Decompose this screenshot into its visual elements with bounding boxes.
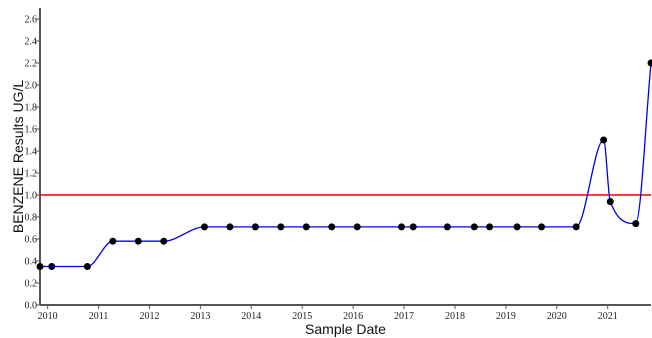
data-point [443,223,451,231]
y-tick-label: 0.6 [25,235,38,246]
data-point [251,223,259,231]
data-point [160,237,168,245]
data-point [486,223,494,231]
y-axis-title: BENZENE Results UG/L [10,80,26,233]
x-tick-label: 2011 [89,311,109,322]
x-tick-label: 2019 [496,311,516,322]
x-tick-label: 2014 [241,311,261,322]
axes [39,8,651,306]
y-tick-label: 1.6 [25,125,38,136]
data-point [572,223,580,231]
x-tick-label: 2018 [445,311,465,322]
x-axis-title: Sample Date [305,321,386,337]
y-tick-label: 2.4 [25,37,38,48]
y-tick-label: 0.0 [25,301,38,312]
x-tick-label: 2013 [190,311,210,322]
y-tick-label: 2.0 [25,81,38,92]
series-line [40,62,652,268]
y-tick-label: 2.6 [25,15,38,26]
x-tick-label: 2021 [598,311,618,322]
data-point [200,223,208,231]
data-point [134,237,142,245]
data-point [398,223,406,231]
x-tick-label: 2016 [343,311,363,322]
data-point [109,237,117,245]
data-point [226,223,234,231]
data-point [409,223,417,231]
y-tick-label: 1.8 [25,103,38,114]
x-tick-label: 2017 [394,311,414,322]
x-tick-label: 2012 [139,311,159,322]
y-tick-label: 0.8 [25,213,38,224]
y-tick-label: 2.2 [25,59,38,70]
data-point [632,220,640,228]
data-point [277,223,285,231]
data-point [302,223,310,231]
tick-group: 0.0 0.2 0.4 0.6 0.8 1.0 1.2 1.4 1.6 1.8 2.0 2.2 2.4 2… [25,15,618,323]
data-point [36,263,44,270]
data-point [353,223,361,231]
data-point [538,223,546,231]
y-tick-label: 0.2 [25,279,38,290]
data-point [647,59,652,67]
x-tick-label: 2015 [292,311,312,322]
y-tick-label: 1.0 [25,191,38,202]
data-point [328,223,336,231]
x-tick-label: 2020 [547,311,567,322]
data-point [470,223,478,231]
x-tick-label: 2010 [38,311,58,322]
data-points [36,59,652,270]
y-tick-label: 0.4 [25,257,38,268]
data-point [513,223,521,231]
data-point [48,263,56,270]
data-point [83,263,91,270]
data-point [606,198,614,206]
data-point [600,136,608,144]
y-tick-label: 1.4 [25,147,38,158]
y-tick-label: 1.2 [25,169,38,180]
